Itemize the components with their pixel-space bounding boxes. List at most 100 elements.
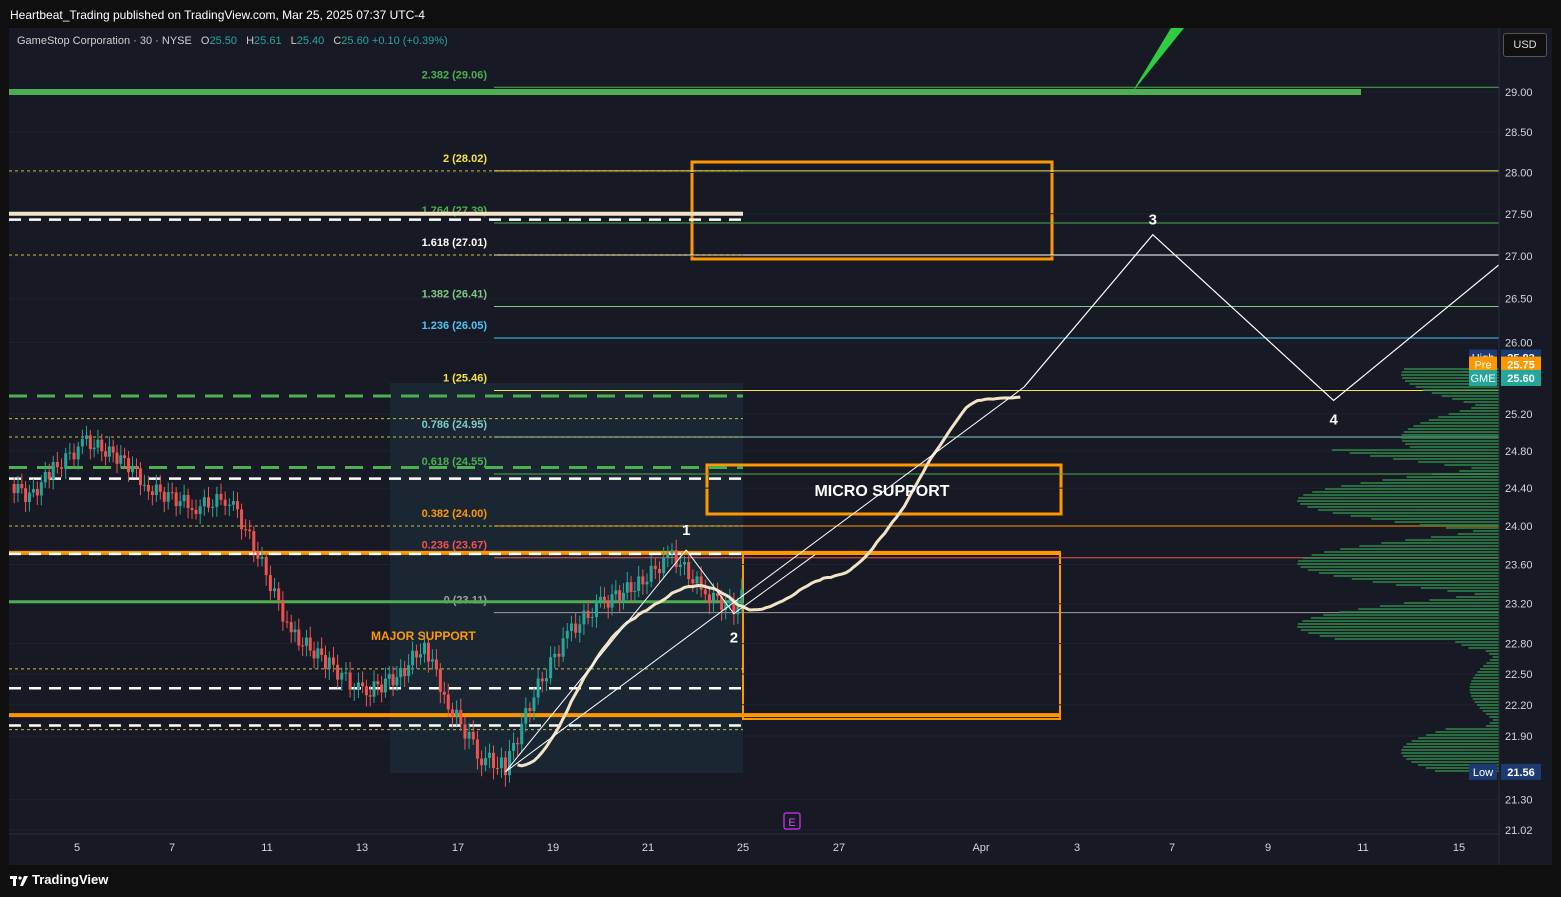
volume-profile-bar <box>1441 395 1499 397</box>
y-tick-label: 26.00 <box>1505 337 1533 349</box>
volume-profile-bar <box>1425 767 1499 769</box>
volume-profile-bar <box>1298 497 1499 499</box>
volume-profile-bar <box>1308 632 1499 634</box>
volume-profile-bar <box>1474 701 1499 703</box>
volume-profile-bar <box>1428 419 1499 421</box>
volume-profile-bar <box>1405 443 1499 445</box>
candle-body <box>336 664 340 680</box>
volume-profile-bar <box>1303 494 1499 496</box>
price-badge-label: Low <box>1473 767 1493 779</box>
volume-profile-bar <box>1312 491 1499 493</box>
candle-body <box>142 484 146 486</box>
currency-button[interactable]: USD <box>1503 33 1547 57</box>
legend-symbol: GameStop Corporation · 30 · NYSE <box>17 35 192 47</box>
volume-profile-bar <box>1358 608 1499 610</box>
candle-body <box>430 659 434 662</box>
candle-body <box>438 668 442 692</box>
volume-profile-bar <box>1379 605 1499 607</box>
volume-profile-bar <box>1456 596 1499 598</box>
volume-profile-bar <box>1401 434 1499 436</box>
candle-body <box>256 551 260 559</box>
candle-body <box>277 588 281 601</box>
candle-body <box>340 672 344 680</box>
candle-body <box>166 492 170 502</box>
legend-open-label: O <box>200 35 210 47</box>
legend-high-label: H <box>246 35 255 47</box>
tradingview-logo[interactable]: TradingView <box>10 872 108 887</box>
candle-body <box>674 550 678 568</box>
chart-frame[interactable]: 2.382 (29.06) 2 (28.02) 1.764 (27.39) 1.618… <box>9 28 1552 865</box>
trend-line <box>505 549 687 773</box>
candle-body <box>285 621 289 623</box>
candle-body <box>426 642 430 662</box>
candle-body <box>158 484 162 492</box>
volume-profile-bar <box>1429 599 1499 601</box>
candle-body <box>561 638 565 657</box>
candle-body <box>641 576 645 585</box>
volume-profile-bar <box>1406 758 1499 760</box>
candle-body <box>629 582 633 593</box>
x-tick-label: 19 <box>547 842 559 854</box>
volume-profile-bar <box>1471 695 1499 697</box>
y-tick-label: 21.30 <box>1505 795 1533 807</box>
candle-body <box>586 610 590 619</box>
price-badge-value: 21.56 <box>1507 767 1535 779</box>
candle-body <box>415 650 419 658</box>
candle-body <box>27 492 31 503</box>
volume-profile-bar <box>1418 461 1499 463</box>
fib-level-label: 1.236 (26.05) <box>422 320 488 332</box>
candle-body <box>532 697 536 712</box>
volume-profile-bar <box>1403 602 1499 604</box>
candle-body <box>215 493 219 507</box>
candle-body <box>348 672 352 690</box>
candle-body <box>107 446 111 457</box>
volume-profile-bar <box>1297 500 1499 502</box>
candle-body <box>703 589 707 595</box>
candle-body <box>320 648 324 656</box>
volume-profile-bar <box>1406 743 1499 745</box>
candle-body <box>20 483 24 489</box>
candle-body <box>434 659 438 669</box>
x-tick-label: 5 <box>74 842 80 854</box>
volume-profile-bar <box>1459 410 1499 412</box>
volume-profile-bar <box>1382 479 1499 481</box>
candle-body <box>119 455 123 464</box>
volume-profile-bar <box>1471 407 1499 409</box>
volume-profile-bar <box>1435 770 1499 772</box>
candle-body <box>395 677 399 686</box>
price-badge-label-bg <box>1469 356 1497 373</box>
candle-body <box>12 483 16 494</box>
candle-body <box>43 471 47 483</box>
volume-profile-bar <box>1311 617 1499 619</box>
volume-profile-bar <box>1405 539 1499 541</box>
candle-body <box>182 494 186 502</box>
candle-body <box>154 484 158 496</box>
volume-profile-bar <box>1480 668 1499 670</box>
volume-profile-bar <box>1461 644 1499 646</box>
candle-body <box>455 709 459 717</box>
volume-profile-bar <box>1485 713 1499 715</box>
candle-body <box>407 665 411 677</box>
fib-level-label: 0.786 (24.95) <box>422 419 488 431</box>
candle-body <box>536 678 540 698</box>
volume-profile-bar <box>1447 590 1499 592</box>
candle-body <box>227 504 231 506</box>
publish-info: Heartbeat_Trading published on TradingVi… <box>10 8 425 22</box>
volume-profile-bar <box>1300 503 1499 505</box>
volume-profile-bar <box>1477 671 1499 673</box>
micro-support-label: MICRO SUPPORT <box>814 483 949 500</box>
candle-body <box>244 529 248 531</box>
volume-profile-bar <box>1324 551 1499 553</box>
volume-profile-bar <box>1323 614 1499 616</box>
candle-body <box>127 458 131 473</box>
volume-profile-bar <box>1492 719 1499 721</box>
price-chart[interactable]: 2.382 (29.06)2 (28.02)1.764 (27.39)1.618… <box>9 28 1552 865</box>
candle-body <box>72 452 76 460</box>
volume-profile-bar <box>1332 512 1499 514</box>
candle-body <box>403 667 407 677</box>
volume-profile-bar <box>1300 566 1499 568</box>
candle-body <box>574 623 578 633</box>
x-tick-label: 11 <box>261 842 272 854</box>
candle-body <box>248 529 252 532</box>
volume-profile-bar <box>1411 740 1499 742</box>
